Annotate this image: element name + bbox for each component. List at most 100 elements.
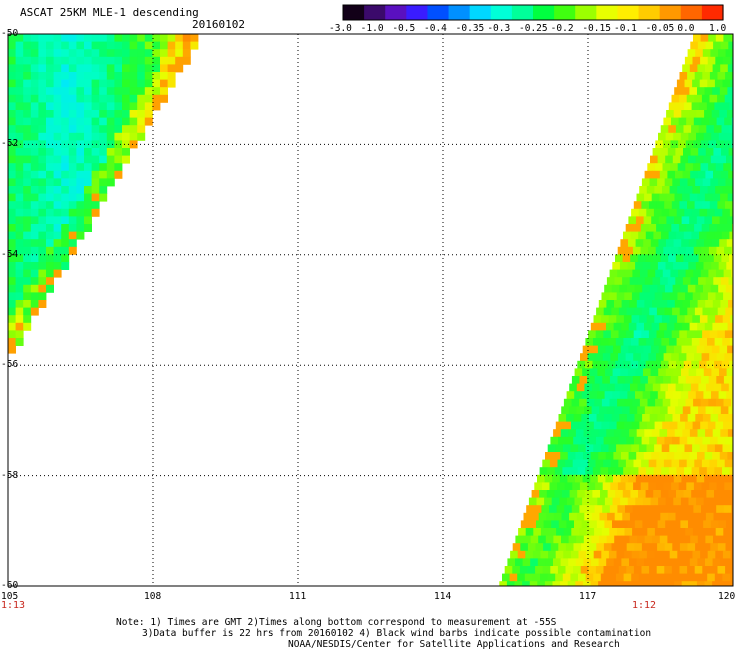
swath-cell (593, 421, 602, 430)
swath-cell (23, 79, 32, 88)
swath-cell (559, 497, 568, 506)
swath-cell (706, 102, 715, 111)
swath-cell (685, 376, 694, 384)
swath-cell (720, 406, 729, 415)
swath-cell (682, 429, 691, 438)
swath-cell (639, 398, 648, 407)
swath-cell (706, 467, 715, 476)
swath-cell (661, 573, 670, 582)
swath-cell (632, 398, 641, 407)
swath-cell (46, 102, 54, 111)
swath-cell (680, 391, 689, 400)
swath-cell (697, 429, 706, 438)
swath-cell (673, 345, 682, 354)
swath-cell (643, 474, 652, 483)
swath-cell (550, 543, 559, 552)
swath-cell (637, 512, 646, 521)
swath-cell (76, 155, 85, 164)
swath-cell (647, 292, 656, 301)
swath-cell (722, 550, 731, 559)
swath-cell (683, 254, 692, 263)
swath-cell (613, 474, 621, 483)
swath-cell (509, 573, 518, 582)
swath-cell (697, 558, 706, 567)
swath-cell (607, 383, 616, 392)
swath-cell (550, 566, 559, 574)
swath-cell (76, 117, 85, 126)
swath-cell (712, 87, 721, 96)
swath-cell (638, 360, 647, 369)
swath-cell (693, 482, 702, 491)
swath-cell (591, 429, 600, 438)
swath-cell (106, 64, 115, 73)
swath-cell (685, 269, 694, 278)
swath-cell (593, 315, 602, 324)
swath-cell (84, 87, 92, 96)
swath-cell (629, 300, 638, 308)
swath-cell (581, 543, 590, 552)
colorbar-swatch (533, 5, 555, 20)
swath-cell (685, 292, 694, 301)
swath-cell (650, 155, 658, 164)
swath-cell (682, 558, 691, 567)
longitude-label: 120 (718, 591, 736, 602)
swath-cell (15, 307, 24, 316)
swath-cell (691, 208, 700, 217)
swath-cell (707, 56, 716, 65)
swath-cell (76, 110, 85, 118)
swath-cell (727, 64, 733, 73)
swath-cell (53, 56, 62, 65)
swath-cell (654, 292, 663, 301)
swath-cell (706, 383, 714, 392)
swath-cell (638, 231, 647, 240)
swath-cell (663, 117, 672, 126)
swath-cell (53, 201, 62, 210)
swath-cell (586, 550, 595, 559)
swath-cell (697, 535, 706, 544)
swath-cell (137, 41, 146, 50)
swath-cell (8, 125, 16, 134)
swath-cell (640, 376, 649, 384)
swath-cell (689, 322, 698, 331)
swath-cell (611, 284, 620, 293)
swath-cell (576, 383, 585, 392)
swath-cell (568, 535, 577, 544)
swath-cell (717, 330, 726, 339)
swath-cell (30, 34, 39, 42)
swath-cell (122, 117, 130, 126)
swath-cell (638, 338, 647, 346)
colorbar-swatch (659, 5, 682, 20)
swath-cell (686, 459, 695, 468)
swath-cell (84, 201, 92, 210)
swath-cell (674, 558, 683, 567)
swath-cell (595, 353, 604, 362)
swath-cell (572, 459, 581, 468)
swath-cell (685, 398, 694, 407)
swath-cell (665, 262, 674, 270)
swath-cell (53, 148, 62, 156)
swath-cell (91, 193, 100, 202)
swath-cell (644, 429, 653, 438)
swath-cell (152, 94, 161, 103)
swath-cell (726, 155, 733, 164)
swath-cell (38, 102, 47, 111)
colorbar-tick-label: -0.3 (487, 23, 511, 34)
swath-cell (15, 56, 24, 65)
swath-cell (726, 497, 733, 506)
swath-cell (38, 110, 47, 118)
swath-cell (716, 482, 725, 491)
swath-cell (114, 64, 123, 73)
swath-cell (683, 360, 692, 369)
swath-cell (76, 201, 85, 210)
swath-cell (688, 132, 697, 141)
swath-cell (681, 581, 690, 586)
swath-cell (714, 208, 723, 217)
swath-cell (609, 421, 617, 430)
swath-cell (605, 581, 614, 586)
swath-cell (23, 284, 32, 293)
swath-cell (641, 459, 650, 468)
swath-cell (650, 239, 659, 248)
swath-cell (591, 406, 600, 415)
swath-cell (670, 140, 679, 149)
swath-cell (723, 528, 732, 536)
